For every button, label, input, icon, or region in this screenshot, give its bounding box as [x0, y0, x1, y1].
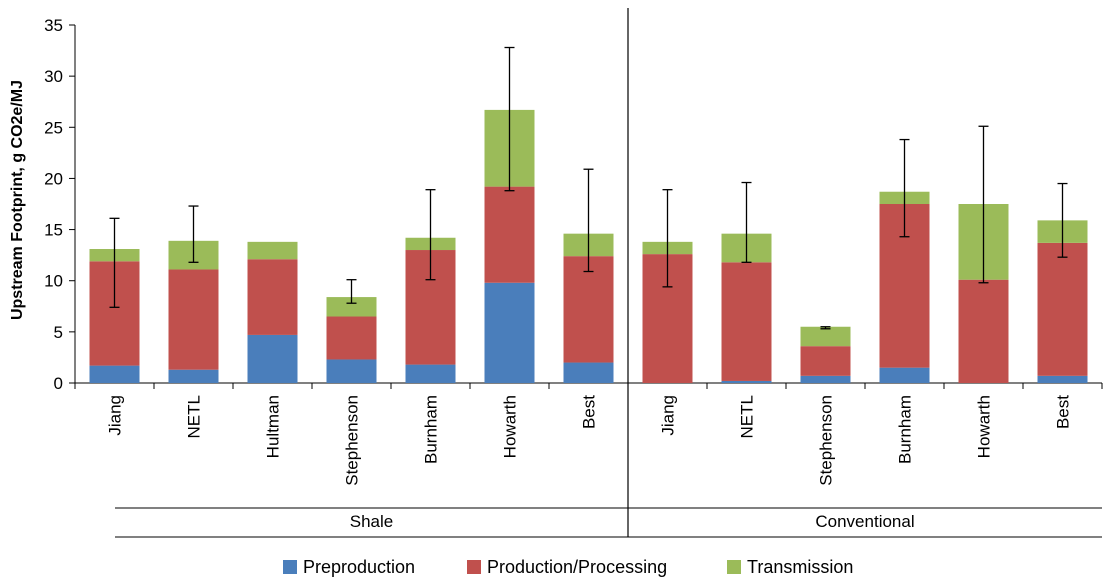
x-tick-label: Jiang: [659, 395, 678, 436]
bar-segment-production-processing: [326, 316, 377, 360]
bar-segment-production-processing: [800, 346, 851, 376]
y-tick-label: 0: [54, 374, 63, 393]
group-label: Shale: [350, 512, 393, 531]
bar-segment-preproduction: [89, 365, 140, 383]
x-tick-label: Howarth: [501, 395, 520, 458]
error-bar: [1057, 182, 1068, 258]
bar-segment-production-processing: [958, 279, 1009, 383]
bar-segment-preproduction: [168, 369, 219, 383]
x-tick-label: Jiang: [106, 395, 125, 436]
y-tick-label: 15: [44, 221, 63, 240]
legend-item: Preproduction: [283, 557, 415, 577]
legend-label: Production/Processing: [487, 557, 667, 577]
y-tick-label: 25: [44, 118, 63, 137]
bar-segment-preproduction: [721, 380, 772, 383]
x-tick-label: NETL: [185, 395, 204, 438]
x-tick-label: NETL: [738, 395, 757, 438]
y-tick-label: 30: [44, 67, 63, 86]
y-tick-label: 10: [44, 272, 63, 291]
y-tick-label: 20: [44, 169, 63, 188]
legend-swatch: [727, 560, 741, 574]
error-bar: [504, 46, 515, 192]
bar-segment-production-processing: [1037, 242, 1088, 376]
bar-segment-preproduction: [326, 359, 377, 383]
y-tick-label: 35: [44, 16, 63, 35]
bar-segment-transmission: [800, 326, 851, 347]
bar-segment-production-processing: [168, 269, 219, 370]
group-label: Conventional: [815, 512, 914, 531]
bar-segment-transmission: [326, 297, 377, 317]
bar-segment-production-processing: [563, 256, 614, 363]
bars: [89, 109, 1088, 383]
legend-swatch: [467, 560, 481, 574]
bar-segment-preproduction: [563, 362, 614, 383]
bar-segment-preproduction: [879, 367, 930, 383]
category-labels: Jiang NETL Hultman Stephenson Burnham Howarth…: [106, 395, 1073, 486]
error-bar: [741, 181, 752, 263]
x-tick-label: Howarth: [975, 395, 994, 458]
bar-segment-production-processing: [484, 186, 535, 283]
bar-segment-preproduction: [1037, 375, 1088, 383]
error-bar: [978, 125, 989, 284]
error-bar: [188, 205, 199, 263]
bar-segment-transmission: [247, 241, 298, 260]
error-bar: [109, 217, 120, 308]
x-tick-label: Burnham: [422, 395, 441, 464]
x-tick-label: Hultman: [264, 395, 283, 458]
error-bar: [899, 138, 910, 238]
error-bar: [583, 168, 594, 273]
x-tick-label: Stephenson: [343, 395, 362, 486]
bar-segment-preproduction: [247, 334, 298, 383]
x-tick-label: Best: [580, 395, 599, 429]
x-tick-label: Stephenson: [817, 395, 836, 486]
legend: Preproduction Production/Processing Transm…: [283, 557, 853, 577]
y-axis-title: Upstream Footprint, g CO2e/MJ: [9, 80, 26, 320]
legend-item: Production/Processing: [467, 557, 667, 577]
error-bar: [662, 189, 673, 288]
bar-segment-production-processing: [247, 259, 298, 335]
x-tick-label: Burnham: [896, 395, 915, 464]
x-tick-label: Best: [1054, 395, 1073, 429]
bar-segment-preproduction: [800, 375, 851, 383]
bar-segment-production-processing: [721, 262, 772, 381]
legend-label: Preproduction: [303, 557, 415, 577]
error-bars: [109, 46, 1068, 330]
axes: 0 5 10 15 20 25 30 35: [44, 8, 1103, 537]
error-bar: [346, 279, 357, 304]
legend-swatch: [283, 560, 297, 574]
legend-item: Transmission: [727, 557, 853, 577]
bar-segment-preproduction: [484, 282, 535, 383]
bar-segment-preproduction: [405, 364, 456, 383]
error-bar: [425, 189, 436, 281]
group-labels: Shale Conventional: [115, 507, 1102, 538]
y-tick-label: 5: [54, 323, 63, 342]
error-bar: [820, 326, 831, 330]
legend-label: Transmission: [747, 557, 853, 577]
